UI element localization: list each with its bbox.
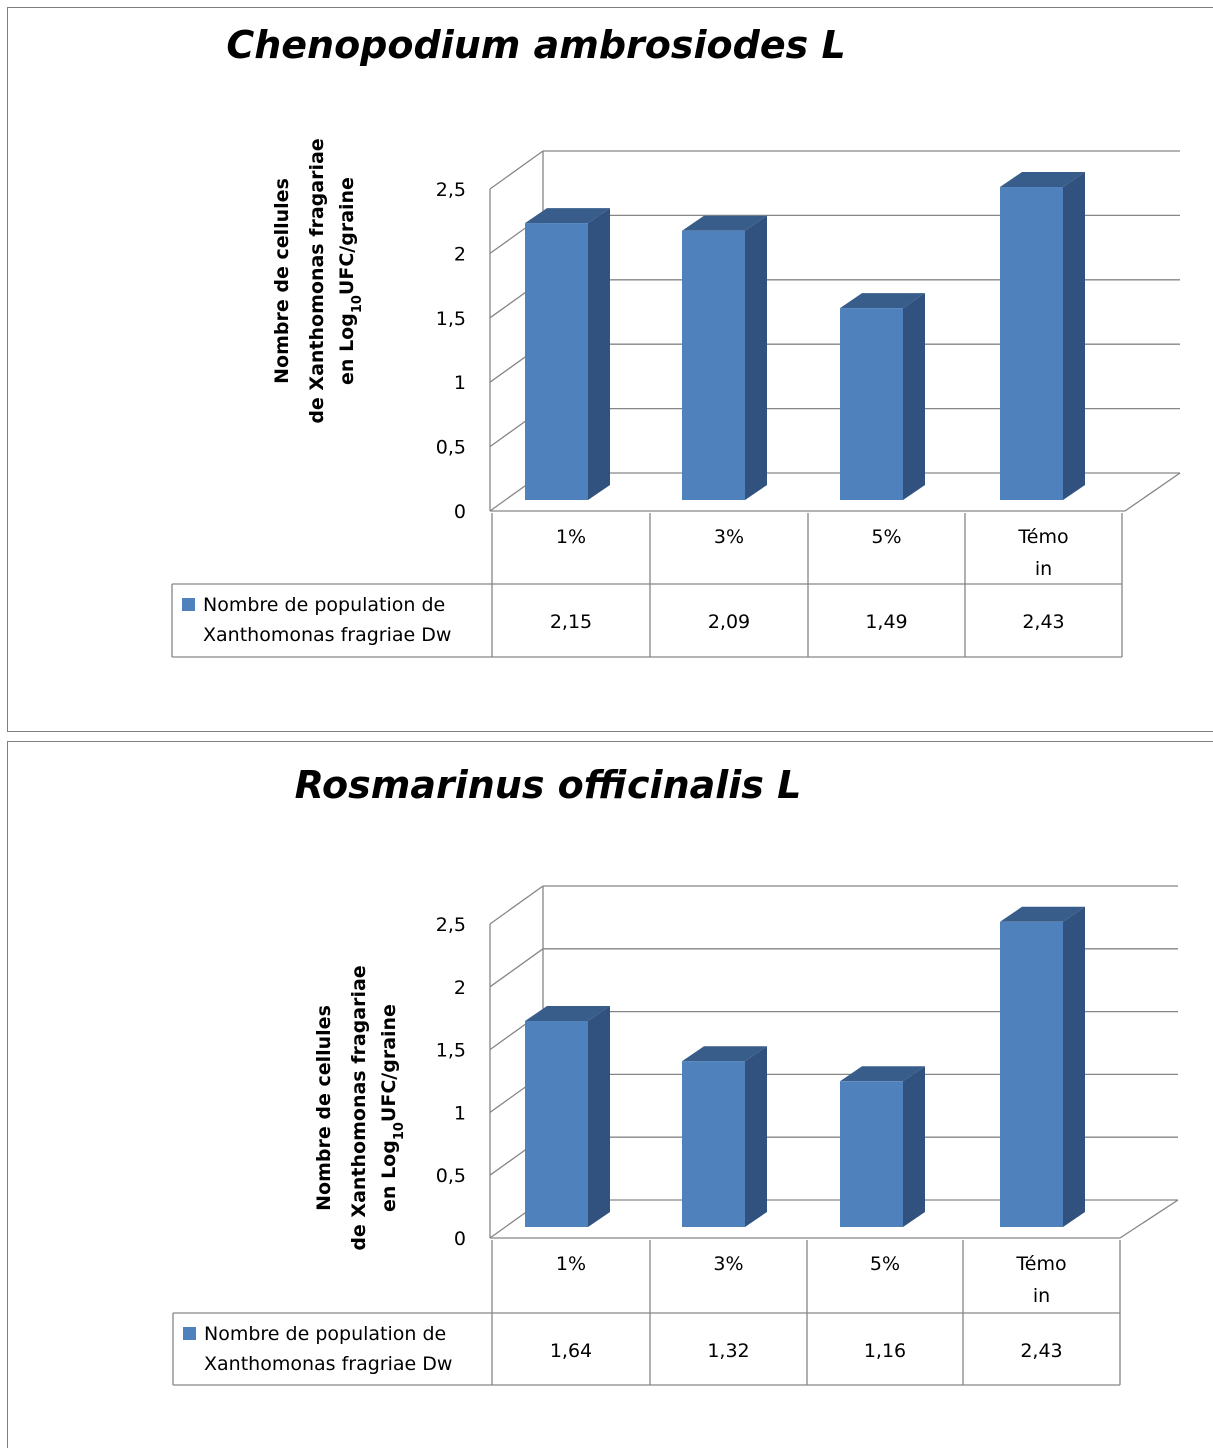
legend-label: Xanthomonas fragriae Dw: [204, 1353, 452, 1375]
floor-right-edge: [1124, 472, 1181, 512]
floor-right-edge: [1119, 1199, 1179, 1239]
bar-top: [682, 1046, 767, 1062]
y-axis-label-part: en Log: [336, 313, 358, 385]
bar-front: [682, 1061, 745, 1227]
category-label: 1%: [556, 1253, 586, 1275]
bar-side: [1063, 906, 1085, 1227]
gridline-side: [489, 150, 544, 190]
bar-side: [903, 293, 925, 500]
chart-panel-chenopodium: [7, 7, 1213, 732]
data-label: 1,49: [865, 611, 907, 633]
bar-front: [525, 223, 588, 500]
category-label: Témo: [1017, 526, 1068, 548]
bar-4: [1000, 172, 1085, 501]
bar-2: [682, 1046, 767, 1227]
bar-top: [1000, 172, 1085, 188]
y-axis-label: Nombre de cellules de Xanthomonas fragari…: [313, 965, 407, 1250]
bar-side: [588, 208, 610, 500]
legend-label: Nombre de population de: [204, 1323, 446, 1345]
y-axis-label-line: en Log10UFC/graine: [336, 177, 365, 385]
y-axis-label-line: de Xanthomonas fragariae: [306, 138, 328, 423]
data-label: 2,09: [708, 611, 750, 633]
category-label: 5%: [870, 1253, 900, 1275]
y-tick-label: 0,5: [436, 437, 466, 459]
y-axis-label-subscript: 10: [392, 1122, 407, 1140]
data-label: 2,15: [550, 611, 592, 633]
bar-3: [840, 293, 925, 500]
category-label: Témo: [1015, 1253, 1066, 1275]
y-tick-label: 1,5: [436, 308, 466, 330]
chart-chenopodium: Chenopodium ambrosiodes L 0 0,5 1 1,5 2 2,5 1% 3…: [171, 23, 1181, 658]
data-label: 2,43: [1020, 1340, 1062, 1362]
legend-label: Nombre de population de: [203, 594, 445, 616]
bar-2: [682, 215, 767, 501]
bar-1: [525, 208, 610, 500]
data-label: 1,32: [707, 1340, 749, 1362]
bar-1: [525, 1006, 610, 1227]
y-tick-label: 2,5: [436, 914, 466, 936]
y-axis-label-part: en Log: [378, 1140, 400, 1212]
bar-4: [1000, 906, 1085, 1227]
bar-front: [525, 1021, 588, 1227]
y-tick-label: 2: [454, 977, 466, 999]
chart-panel-rosmarinus: [7, 741, 1213, 1448]
bar-front: [840, 1081, 903, 1227]
y-tick-label: 0: [454, 501, 466, 523]
y-tick-label: 0,5: [436, 1165, 466, 1187]
category-label: in: [1035, 558, 1052, 580]
legend-label: Xanthomonas fragriae Dw: [203, 624, 451, 646]
bar-side: [745, 215, 767, 501]
gridline-side: [489, 885, 544, 925]
y-tick-label: 2,5: [436, 179, 466, 201]
y-axis-label-part: UFC/graine: [378, 1004, 400, 1122]
gridline-side: [489, 948, 544, 988]
bar-side: [903, 1066, 925, 1227]
data-label: 2,43: [1022, 611, 1064, 633]
y-axis-label-line: Nombre de cellules: [313, 1005, 335, 1211]
y-tick-label: 2: [454, 243, 466, 265]
chart-title: Chenopodium ambrosiodes L: [226, 23, 845, 67]
bar-side: [745, 1046, 767, 1227]
y-axis-label-line: de Xanthomonas fragariae: [348, 965, 370, 1250]
y-tick-label: 0: [454, 1228, 466, 1250]
bar-front: [840, 308, 903, 500]
y-axis-label-line: Nombre de cellules: [271, 178, 293, 384]
bar-top: [840, 293, 925, 309]
category-label: in: [1033, 1285, 1050, 1307]
y-tick-label: 1: [454, 1102, 466, 1124]
bar-top: [525, 208, 610, 224]
legend-key: [182, 598, 195, 611]
bar-front: [1000, 921, 1063, 1227]
bar-top: [1000, 906, 1085, 922]
y-axis-label-part: UFC/graine: [336, 177, 358, 295]
category-label: 3%: [713, 1253, 743, 1275]
bar-side: [1063, 172, 1085, 501]
legend-key: [183, 1327, 196, 1340]
y-tick-label: 1: [454, 372, 466, 394]
category-label: 1%: [556, 526, 586, 548]
y-tick-label: 1,5: [436, 1040, 466, 1062]
y-axis-label: Nombre de cellules de Xanthomonas fragari…: [271, 138, 365, 423]
bar-top: [840, 1066, 925, 1082]
data-label: 1,16: [864, 1340, 906, 1362]
bar-top: [682, 215, 767, 231]
y-axis-label-line: en Log10UFC/graine: [378, 1004, 407, 1212]
category-label: 5%: [871, 526, 901, 548]
bar-front: [682, 230, 745, 501]
chart-title: Rosmarinus officinalis L: [295, 763, 802, 807]
data-label: 1,64: [550, 1340, 592, 1362]
bar-top: [525, 1006, 610, 1022]
bar-side: [588, 1006, 610, 1227]
y-axis-label-subscript: 10: [350, 295, 365, 313]
category-label: 3%: [714, 526, 744, 548]
bar-front: [1000, 187, 1063, 501]
bar-3: [840, 1066, 925, 1227]
